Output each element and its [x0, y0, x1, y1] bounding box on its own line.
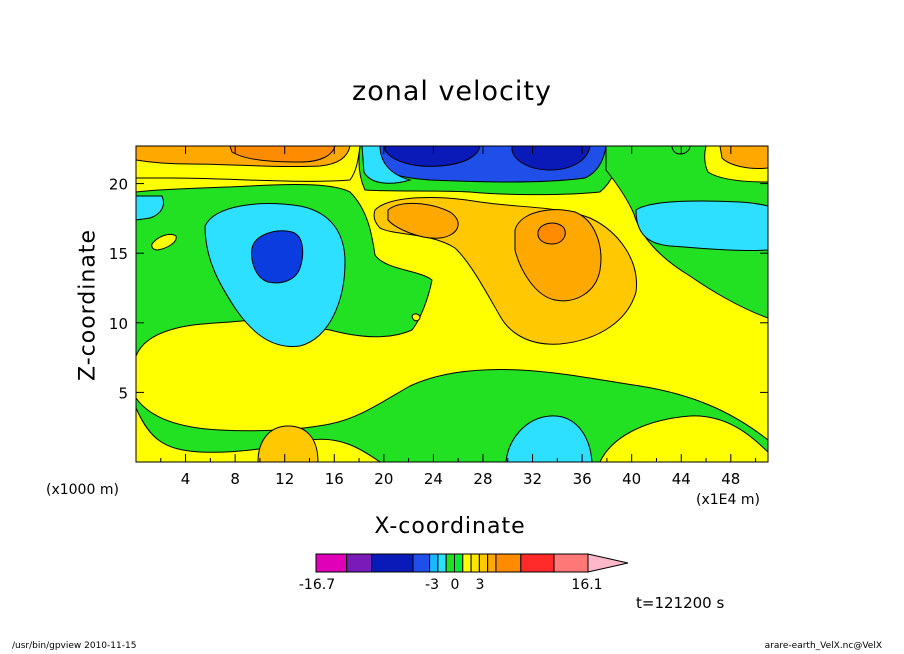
field-yellow-bottom-right	[599, 415, 768, 462]
colorbar	[315, 553, 629, 573]
y-tick-label: 15	[109, 245, 128, 263]
plot-frame	[135, 145, 769, 463]
colorbar-label-3: 3	[475, 577, 485, 593]
y-axis-label: Z-coordinate	[75, 229, 101, 381]
colorbar-swatch	[487, 553, 497, 573]
colorbar-swatch	[553, 553, 589, 573]
colorbar-swatch	[371, 553, 414, 573]
x-tick-label: 48	[721, 470, 740, 488]
colorbar-swatch	[478, 553, 489, 573]
field-cyan-bottom	[505, 415, 593, 462]
x-unit-note: (x1000 m)	[46, 482, 119, 498]
field-orange-bottom	[257, 425, 319, 462]
y-tick-label: 10	[109, 315, 128, 333]
x-tick-label: 8	[230, 470, 240, 488]
colorbar-swatch	[470, 553, 480, 573]
x-tick-label: 24	[424, 470, 443, 488]
colorbar-swatch	[437, 553, 447, 573]
x-axis-label: X-coordinate	[374, 514, 526, 539]
field-orange-mid1	[387, 202, 459, 239]
field-yellow-island	[411, 313, 421, 322]
x-tick-label: 12	[275, 470, 294, 488]
x-tick-label: 4	[181, 470, 191, 488]
footer-left: /usr/bin/gpview 2010-11-15	[12, 641, 137, 651]
colorbar-swatch	[315, 553, 348, 573]
z-unit-note: (x1E4 m)	[696, 492, 760, 508]
field-darkblue-top2	[511, 146, 591, 171]
x-tick-label: 32	[523, 470, 542, 488]
colorbar-swatch	[429, 553, 439, 573]
y-axis: 5 10 15 20	[109, 176, 768, 402]
colorbar-swatch	[445, 553, 455, 573]
x-tick-label: 20	[374, 470, 393, 488]
field-cyan-edge	[136, 195, 164, 221]
field-blue-left	[251, 230, 304, 284]
y-tick-label: 20	[109, 176, 128, 194]
y-tick-label: 5	[118, 384, 128, 402]
field-darkblue-top1	[384, 146, 481, 167]
footer-right: arare-earth_VelX.nc@VelX	[764, 641, 882, 651]
contour-plot	[136, 146, 768, 462]
colorbar-swatch	[453, 553, 464, 573]
colorbar-swatch	[346, 553, 373, 573]
colorbar-label-0: 0	[450, 577, 460, 593]
colorbar-extension-arrow	[587, 553, 629, 573]
colorbar-swatch	[412, 553, 431, 573]
colorbar-swatch	[462, 553, 472, 573]
x-tick-label: 28	[473, 470, 492, 488]
field-yellow-small	[151, 233, 177, 251]
colorbar-swatch	[495, 553, 522, 573]
time-annotation: t=121200 s	[636, 594, 725, 612]
x-tick-label: 44	[672, 470, 691, 488]
colorbar-min-label: -16.7	[298, 577, 336, 593]
field-cyan-right	[635, 200, 768, 252]
colorbar-max-label: 16.1	[571, 577, 603, 593]
colorbar-label-neg3: -3	[425, 577, 439, 593]
x-tick-label: 36	[573, 470, 592, 488]
field-red-top-left	[229, 146, 336, 163]
x-tick-label: 16	[325, 470, 344, 488]
field-orange-max	[537, 222, 566, 245]
colorbar-swatch	[520, 553, 555, 573]
x-tick-label: 40	[622, 470, 641, 488]
field-orange-mid2	[514, 209, 602, 302]
field-cyan-top-fringe	[361, 146, 412, 184]
x-axis: 4 8 12 16 20 24 28 32 36 40 44 48	[160, 146, 757, 488]
chart-title: zonal velocity	[352, 76, 552, 107]
